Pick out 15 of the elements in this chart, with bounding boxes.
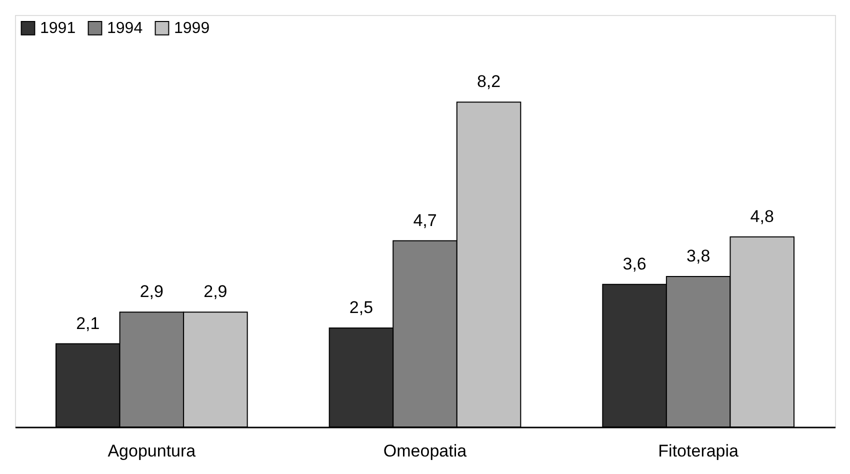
data-label: 8,2	[476, 72, 501, 92]
x-tick-label: Fitoterapia	[658, 442, 740, 460]
data-label: 2,9	[140, 282, 164, 302]
data-label: 3,8	[686, 246, 710, 266]
legend-label: 1994	[107, 20, 143, 38]
legend-label: 1991	[40, 20, 76, 38]
data-label: 2,9	[204, 282, 228, 302]
data-label: 4,7	[413, 210, 437, 230]
data-label: 2,1	[76, 314, 100, 333]
data-label: 2,5	[349, 298, 374, 317]
x-tick-label: Omeopatia	[383, 442, 468, 460]
x-tick-label: Agopuntura	[108, 442, 196, 460]
data-label: 3,6	[622, 254, 646, 274]
data-label: 4,8	[750, 206, 774, 226]
legend-label: 1999	[174, 20, 210, 38]
